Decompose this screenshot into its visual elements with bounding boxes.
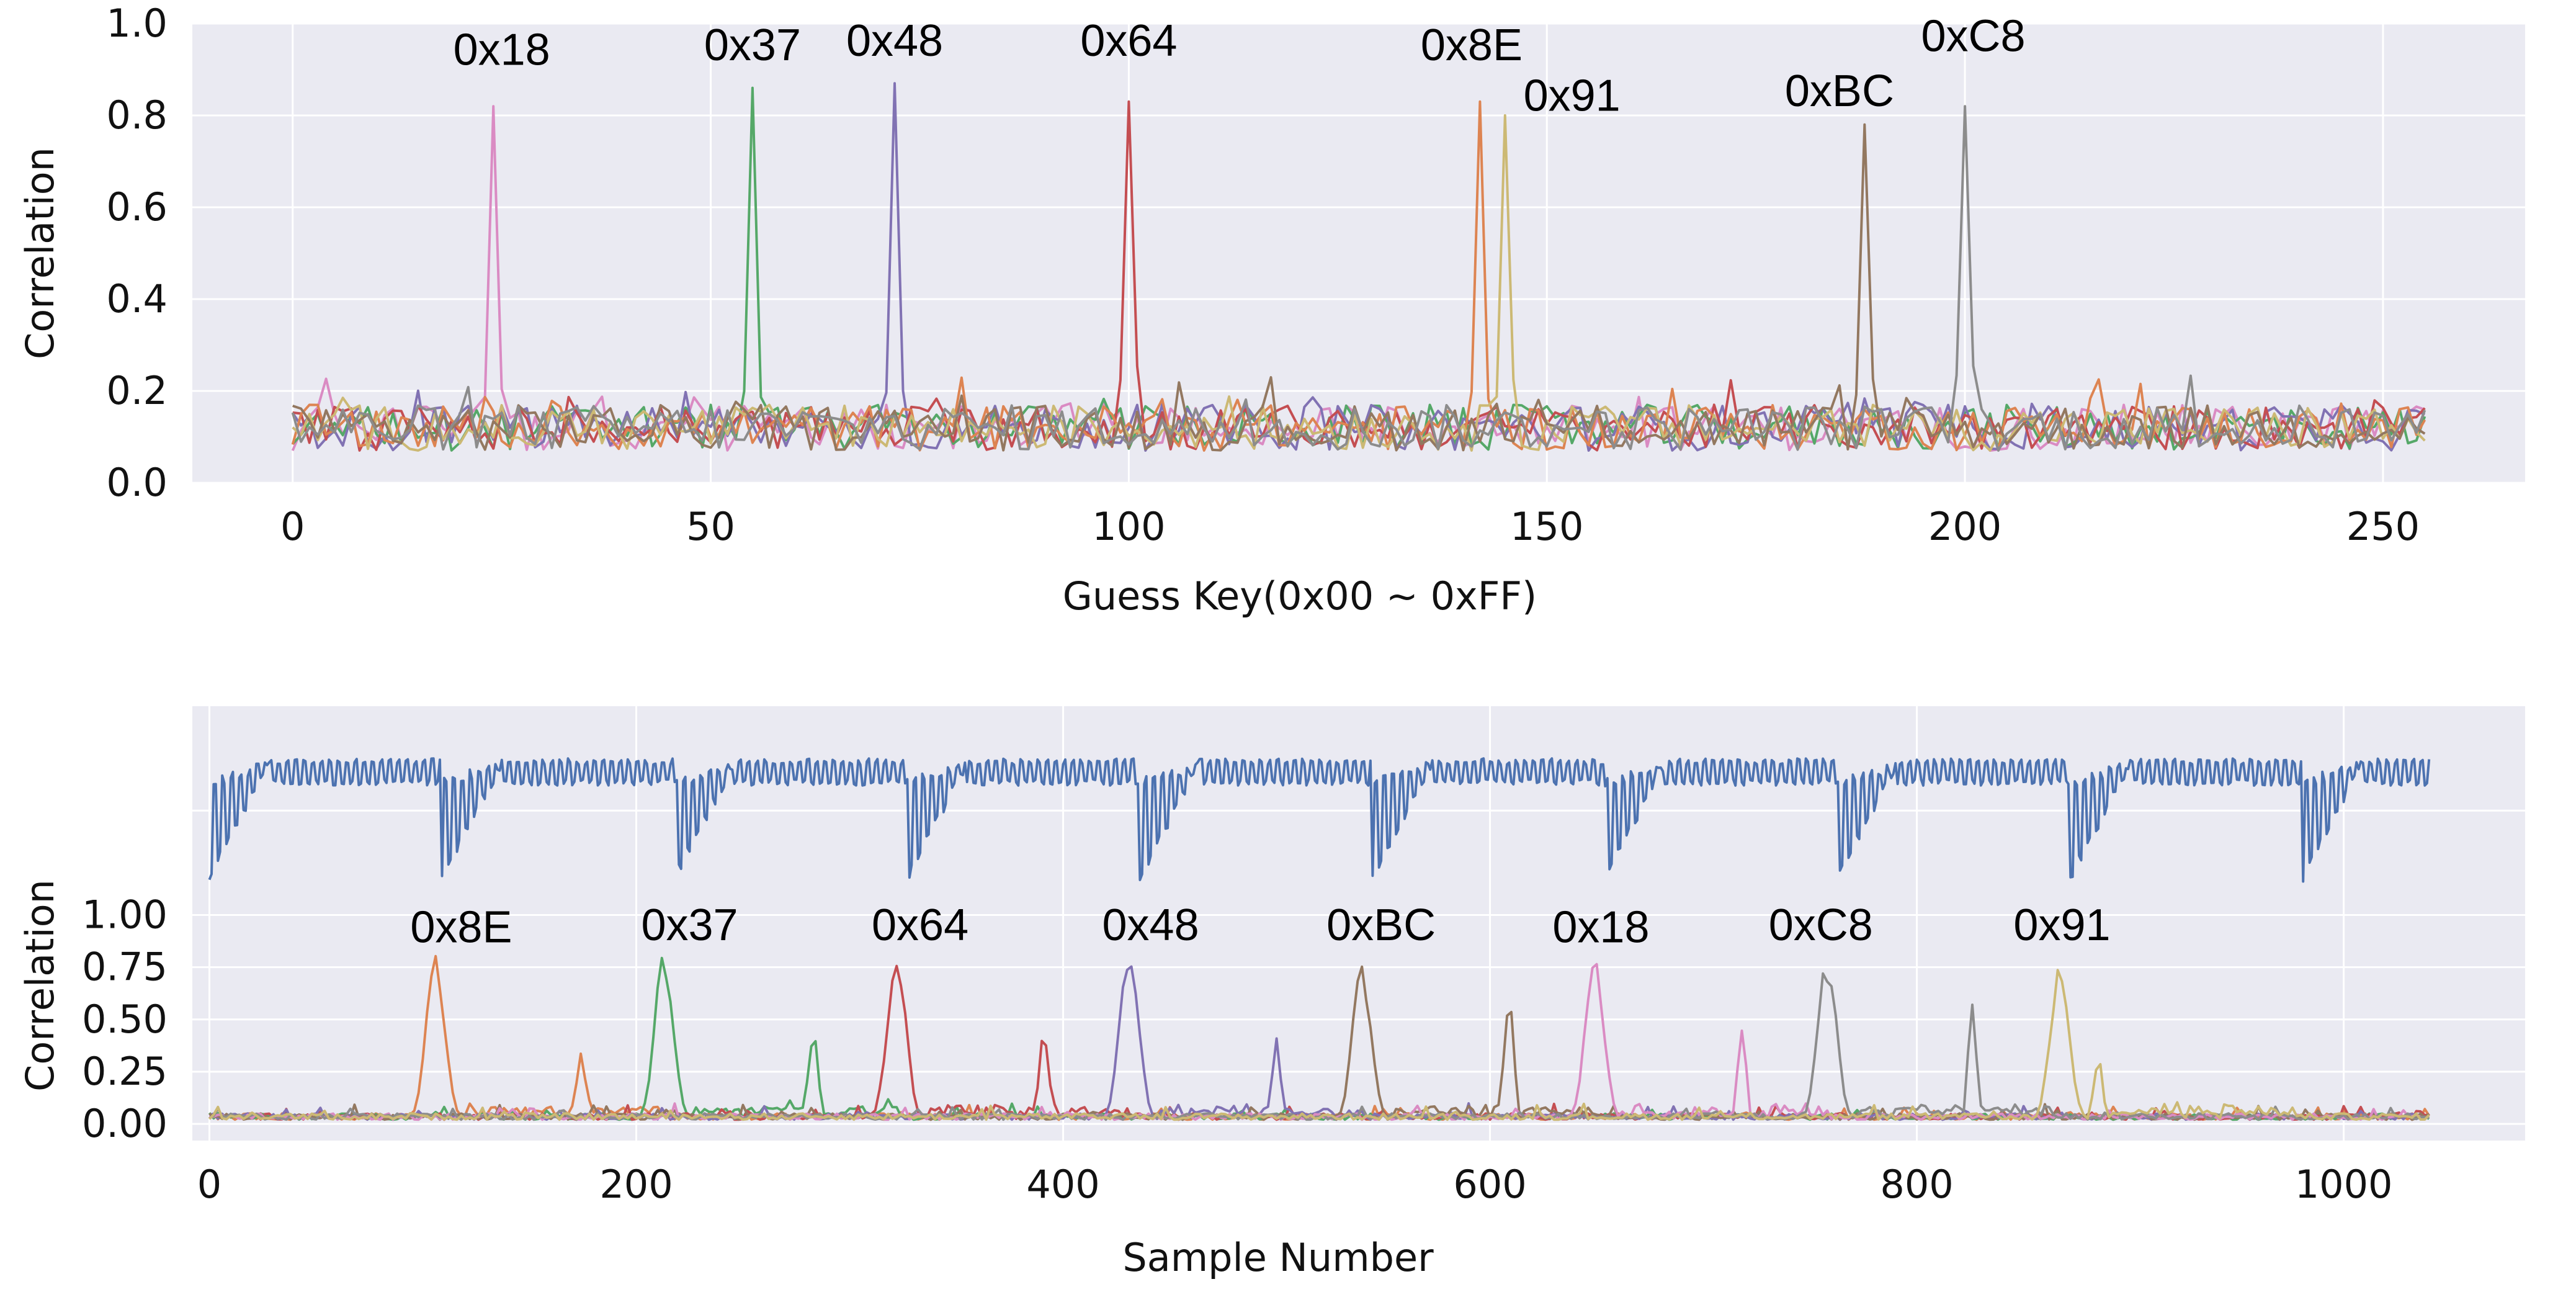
y-tick-label: 0.2	[106, 368, 168, 413]
peak-annotation: 0x48	[1102, 900, 1199, 950]
peak-annotation: 0x18	[454, 25, 550, 75]
annotations-bottom: 0x8E 0x37 0x64 0x48 0xBC 0x18 0xC8 0x91	[410, 900, 2110, 952]
y-tick-label: 1.0	[106, 1, 168, 46]
x-tick-label: 50	[686, 504, 735, 549]
peak-annotation: 0xBC	[1326, 900, 1436, 950]
peak-annotation: 0x37	[704, 20, 801, 70]
series-line-0xC8	[291, 105, 2426, 452]
chart-bottom: 0.00 0.25 0.50 0.75 1.00 0 200 400 600 800 1000 0…	[17, 706, 2525, 1280]
y-ticks-bottom: 0.00 0.25 0.50 0.75 1.00	[82, 892, 168, 1147]
y-tick-label: 0.8	[106, 92, 168, 138]
series-line-0x91	[292, 114, 2426, 452]
x-tick-label: 400	[1026, 1162, 1099, 1207]
y-tick-label: 0.4	[106, 276, 168, 321]
series-bottom	[208, 757, 2431, 1121]
x-axis-label-bottom: Sample Number	[1122, 1235, 1434, 1280]
y-tick-label: 0.6	[106, 184, 168, 230]
x-tick-label: 600	[1453, 1162, 1526, 1207]
peak-annotation: 0xBC	[1785, 66, 1894, 116]
y-axis-label-top: Correlation	[17, 147, 63, 359]
x-tick-label: 0	[197, 1162, 221, 1207]
x-ticks-bottom: 0 200 400 600 800 1000	[197, 1162, 2393, 1207]
y-axis-label-bottom: Correlation	[17, 879, 63, 1092]
series-line-0x91	[208, 969, 2430, 1121]
y-tick-label: 0.0	[106, 460, 168, 505]
peak-annotation: 0x8E	[1421, 20, 1523, 70]
peak-annotation: 0x8E	[410, 902, 512, 952]
x-tick-label: 200	[599, 1162, 673, 1207]
gridlines-top	[192, 22, 2525, 484]
x-tick-label: 800	[1880, 1162, 1953, 1207]
series-line-0x18	[209, 962, 2430, 1121]
x-tick-label: 0	[280, 504, 305, 549]
x-tick-label: 200	[1928, 504, 2001, 549]
x-tick-label: 250	[2346, 504, 2420, 549]
y-tick-label: 0.50	[82, 997, 168, 1042]
x-tick-label: 150	[1510, 504, 1583, 549]
x-tick-label: 100	[1092, 504, 1165, 549]
peak-annotation: 0xC8	[1921, 11, 2025, 61]
y-ticks-top: 0.0 0.2 0.4 0.6 0.8 1.0	[106, 1, 168, 505]
x-axis-label-top: Guess Key(0x00 ~ 0xFF)	[1063, 573, 1537, 619]
peak-annotation: 0x64	[872, 900, 968, 950]
peak-annotation: 0xC8	[1769, 900, 1873, 950]
series-top	[291, 82, 2426, 452]
power-trace-line	[208, 757, 2431, 883]
y-tick-label: 0.25	[82, 1049, 168, 1094]
peak-annotation: 0x37	[641, 900, 738, 950]
y-tick-label: 0.75	[82, 944, 168, 990]
x-tick-label: 1000	[2295, 1162, 2393, 1207]
y-tick-label: 0.00	[82, 1101, 168, 1146]
x-ticks-top: 0 50 100 150 200 250	[280, 504, 2420, 549]
peak-annotation: 0x18	[1552, 902, 1649, 952]
chart-top: 0.00.20.40.60.81.0 0 50 100 150 200 250 0x18 0…	[17, 1, 2525, 619]
gridlines-bottom	[192, 706, 2525, 1141]
peak-annotation: 0x91	[2013, 900, 2110, 950]
peak-annotation: 0x64	[1080, 16, 1177, 66]
y-tick-label: 1.00	[82, 892, 168, 938]
peak-annotation: 0x48	[846, 16, 943, 66]
peak-annotation: 0x91	[1524, 71, 1621, 121]
